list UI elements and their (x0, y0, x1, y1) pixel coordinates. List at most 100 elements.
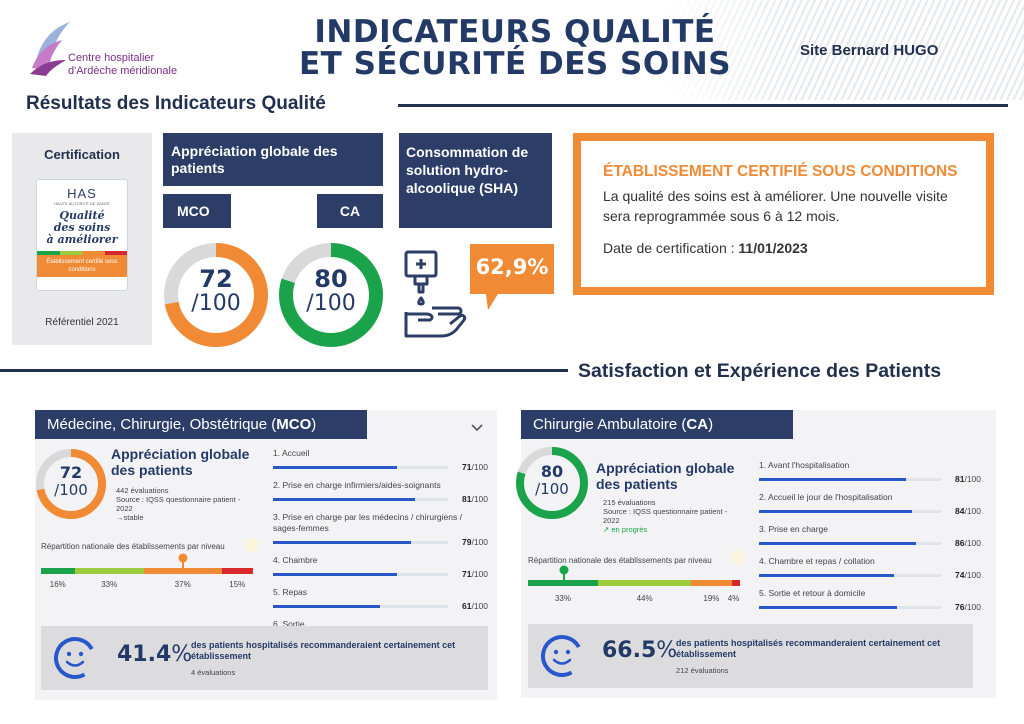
indicator-label: 5. Repas (273, 587, 308, 597)
ca-score-ring: 80 /100 (278, 242, 384, 348)
ca-denominator: /100 (306, 291, 356, 316)
indicator-label: 2. Prise en charge infirmiers/aides-soig… (273, 480, 441, 490)
indicator-label: 1. Accueil (273, 448, 310, 458)
indicator-row: 1. Avant l'hospitalisation 81/100 (759, 460, 981, 484)
page-title-line1: INDICATEURS QUALITÉ (314, 14, 716, 50)
distribution-label: 33% (554, 594, 571, 603)
chevron-down-icon[interactable] (471, 419, 483, 437)
quality-section-rule (398, 104, 1008, 107)
ca-evaluations: 215 évaluations (603, 498, 656, 507)
satisfaction-section-rule (0, 369, 568, 372)
badge-line1: Qualité (59, 209, 105, 222)
indicator-bar (759, 605, 941, 609)
logo: Centre hospitalier d'Ardèche méridionale (30, 18, 190, 80)
indicator-label: 3. Prise en charge (759, 524, 828, 534)
smiley-icon (53, 636, 97, 685)
ca-score: 80 (314, 265, 348, 293)
badge-band: Établissement certifié sous conditions (37, 255, 127, 277)
indicator-bar (273, 497, 448, 501)
distribution-segment (221, 568, 253, 574)
mco-recommend-evals: 4 évaluations (191, 668, 236, 677)
indicator-score: 71/100 (461, 462, 488, 472)
mco-score-ring: 72 /100 (163, 242, 269, 348)
mco-small-ring-arc (36, 449, 106, 519)
header-hatch-decoration (664, 0, 1024, 100)
ca-indicator-list: 1. Avant l'hospitalisation 81/100 2. Accue… (759, 460, 981, 620)
logo-line2: d'Ardèche méridionale (68, 65, 178, 77)
ca-ring-arc (279, 243, 383, 347)
badge-line3: à améliorer (46, 233, 118, 246)
ca-recommend-pct: 66.5 (602, 638, 657, 663)
distribution-segment (731, 580, 740, 586)
mco-label: MCO (163, 194, 231, 228)
ca-recommend-text: des patients hospitalisés recommanderaie… (676, 638, 941, 659)
indicator-row: 2. Accueil le jour de l'hospitalisation 8… (759, 492, 981, 516)
mco-tab-abbr: MCO (276, 416, 312, 433)
mco-recommend-sign: % (171, 642, 193, 667)
indicator-bar-fill (273, 572, 398, 576)
ca-recommend-evals: 212 évaluations (676, 666, 729, 675)
mco-indicator-list: 1. Accueil 71/100 2. Prise en charge infir… (273, 448, 488, 651)
page-title: INDICATEURS QUALITÉ ET SÉCURITÉ DES SOIN… (270, 16, 760, 80)
indicator-bar-fill (759, 605, 898, 609)
info-icon[interactable] (245, 538, 259, 552)
status-text: La qualité des soins est à améliorer. Un… (603, 188, 948, 224)
hand-sanitizer-icon (402, 246, 468, 342)
indicator-score: 81/100 (954, 474, 981, 484)
status-date: 11/01/2023 (738, 240, 808, 256)
indicator-score: 61/100 (461, 601, 488, 611)
indicator-score: 76/100 (954, 602, 981, 612)
distribution-segment (74, 568, 144, 574)
status-heading: ÉTABLISSEMENT CERTIFIÉ SOUS CONDITIONS (603, 163, 958, 180)
indicator-label: 1. Avant l'hospitalisation (759, 460, 850, 470)
ca-tab-prefix: Chirurgie Ambulatoire ( (533, 416, 687, 433)
indicator-row: 1. Accueil 71/100 (273, 448, 488, 472)
appreciation-header: Appréciation globale des patients (163, 133, 383, 186)
badge-line2: des soins (53, 221, 111, 234)
distribution-segment (143, 568, 222, 574)
mco-marker-icon (178, 553, 188, 574)
ca-source: Source : IQSS questionnaire patient - 20… (603, 507, 728, 525)
mco-recommend-text: des patients hospitalisés recommanderaie… (191, 640, 456, 661)
satisfaction-section-heading: Satisfaction et Expérience des Patients (578, 360, 942, 382)
indicator-label: 5. Sortie et retour à domicile (759, 588, 866, 598)
mco-source: Source : IQSS questionnaire patient - 20… (116, 495, 241, 513)
indicator-label: 4. Chambre et repas / collation (759, 556, 875, 566)
ca-ring-chart (279, 243, 383, 347)
indicator-bar (759, 509, 941, 513)
certification-label: Certification (44, 147, 120, 162)
indicator-bar (273, 572, 448, 576)
mco-tab[interactable]: Médecine, Chirurgie, Obstétrique (MCO) (35, 410, 367, 439)
ca-appreciation-title: Appréciation globale des patients (596, 460, 735, 492)
distribution-label: 15% (229, 580, 246, 589)
mco-tab-suffix: ) (311, 416, 317, 433)
indicator-bar (759, 573, 941, 577)
ca-distribution-label: Répartition nationale des établissements… (528, 556, 712, 565)
ca-tab[interactable]: Chirurgie Ambulatoire (CA) (521, 410, 793, 439)
distribution-segment (597, 580, 692, 586)
info-icon[interactable] (731, 550, 745, 564)
page-title-line2: ET SÉCURITÉ DES SOINS (298, 46, 732, 82)
mco-distribution-labels: 16% 33% 37% 15% (41, 580, 253, 590)
indicator-row: 4. Chambre et repas / collation 74/100 (759, 556, 981, 580)
distribution-segment (528, 580, 598, 586)
indicator-bar-fill (759, 477, 907, 481)
indicator-bar-fill (273, 465, 398, 469)
mco-panel: Médecine, Chirurgie, Obstétrique (MCO) 7… (35, 410, 497, 700)
ca-small-score: 80 (540, 462, 564, 481)
mco-denominator: /100 (191, 291, 241, 316)
ca-small-ring-arc (516, 447, 588, 519)
distribution-label: 4% (727, 594, 740, 603)
mco-appreciation-title: Appréciation globale des patients (111, 446, 250, 478)
indicator-label: 6. Sortie (273, 619, 305, 629)
indicator-row: 5. Repas 61/100 (273, 587, 488, 611)
distribution-segment (41, 568, 75, 574)
distribution-label: 44% (636, 594, 653, 603)
ca-small-ring: 80 /100 (515, 446, 589, 520)
certification-status-box: ÉTABLISSEMENT CERTIFIÉ SOUS CONDITIONS L… (573, 133, 994, 295)
indicator-bar-fill (273, 540, 412, 544)
sha-value: 62,9% (475, 255, 549, 279)
trend-up-icon: ↗ (603, 525, 612, 534)
site-name: Site Bernard HUGO (800, 42, 939, 59)
mco-recommend-box: 41.4% des patients hospitalisés recomman… (41, 626, 488, 690)
